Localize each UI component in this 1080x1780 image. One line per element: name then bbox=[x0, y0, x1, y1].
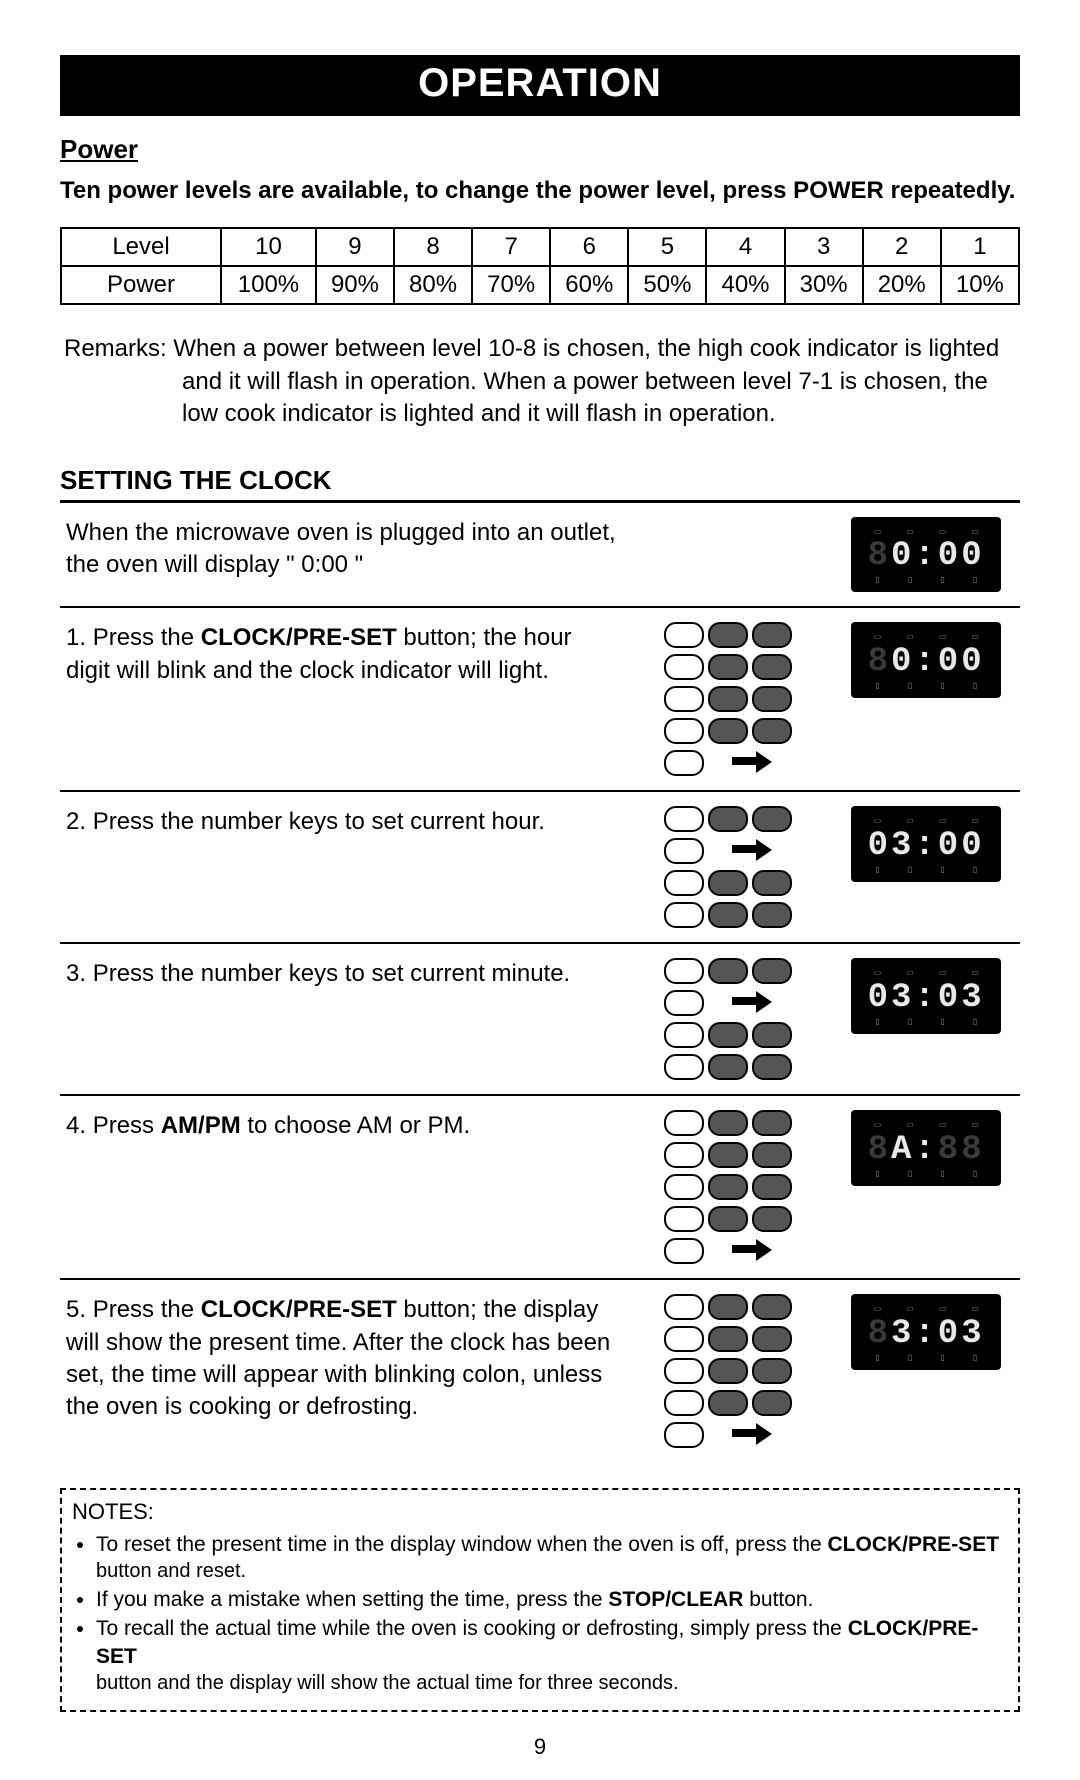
note-item: To reset the present time in the display… bbox=[96, 1531, 1008, 1584]
step-display: ▭▭▭▭ 80:00 ▯▯▯▯ bbox=[832, 607, 1020, 791]
clock-step-row: 2. Press the number keys to set current … bbox=[60, 791, 1020, 943]
step-text: 1. Press the CLOCK/PRE-SET button; the h… bbox=[60, 607, 623, 791]
lcd-display: ▭▭▭▭ 83:03 ▯▯▯▯ bbox=[851, 1294, 1001, 1370]
notes-box: NOTES: To reset the present time in the … bbox=[60, 1488, 1020, 1712]
lcd-display: ▭▭▭▭ 80:00 ▯▯▯▯ bbox=[851, 622, 1001, 698]
lcd-display: ▭▭▭▭ 03:03 ▯▯▯▯ bbox=[851, 958, 1001, 1034]
step-display: ▭▭▭▭ 03:00 ▯▯▯▯ bbox=[832, 791, 1020, 943]
arrow-icon bbox=[726, 990, 774, 1012]
keypad-icon bbox=[664, 622, 792, 776]
table-row: Level 10 9 8 7 6 5 4 3 2 1 bbox=[61, 228, 1019, 266]
power-intro: Ten power levels are available, to chang… bbox=[60, 175, 1020, 207]
clock-heading: SETTING THE CLOCK bbox=[60, 465, 1020, 503]
power-table: Level 10 9 8 7 6 5 4 3 2 1 Power 100% 90… bbox=[60, 227, 1020, 305]
clock-steps-table: When the microwave oven is plugged into … bbox=[60, 503, 1020, 1463]
note-item: If you make a mistake when setting the t… bbox=[96, 1586, 1008, 1613]
step-text: When the microwave oven is plugged into … bbox=[60, 503, 623, 608]
notes-title: NOTES: bbox=[72, 1498, 1008, 1527]
step-keypad bbox=[623, 791, 832, 943]
step-keypad bbox=[623, 943, 832, 1095]
step-text: 4. Press AM/PM to choose AM or PM. bbox=[60, 1095, 623, 1279]
step-display: ▭▭▭▭ 80:00 ▯▯▯▯ bbox=[832, 503, 1020, 608]
step-display: ▭▭▭▭ 83:03 ▯▯▯▯ bbox=[832, 1279, 1020, 1462]
keypad-icon bbox=[664, 1294, 792, 1448]
arrow-icon bbox=[726, 1238, 774, 1260]
lcd-display: ▭▭▭▭ 80:00 ▯▯▯▯ bbox=[851, 517, 1001, 593]
clock-step-row: 1. Press the CLOCK/PRE-SET button; the h… bbox=[60, 607, 1020, 791]
clock-step-row: When the microwave oven is plugged into … bbox=[60, 503, 1020, 608]
clock-step-row: 3. Press the number keys to set current … bbox=[60, 943, 1020, 1095]
step-keypad bbox=[623, 1095, 832, 1279]
arrow-icon bbox=[726, 1422, 774, 1444]
keypad-icon bbox=[664, 1110, 792, 1264]
step-text: 5. Press the CLOCK/PRE-SET button; the d… bbox=[60, 1279, 623, 1462]
arrow-icon bbox=[726, 750, 774, 772]
note-item: To recall the actual time while the oven… bbox=[96, 1615, 1008, 1696]
step-text: 2. Press the number keys to set current … bbox=[60, 791, 623, 943]
page-number: 9 bbox=[60, 1734, 1020, 1760]
clock-step-row: 5. Press the CLOCK/PRE-SET button; the d… bbox=[60, 1279, 1020, 1462]
remarks-text: Remarks: When a power between level 10-8… bbox=[60, 333, 1020, 430]
step-keypad bbox=[623, 1279, 832, 1462]
arrow-icon bbox=[726, 838, 774, 860]
table-row: Power 100% 90% 80% 70% 60% 50% 40% 30% 2… bbox=[61, 266, 1019, 304]
page-title: OPERATION bbox=[60, 55, 1020, 116]
power-heading: Power bbox=[60, 134, 1020, 165]
row-label-level: Level bbox=[61, 228, 221, 266]
step-keypad bbox=[623, 607, 832, 791]
step-display: ▭▭▭▭ 03:03 ▯▯▯▯ bbox=[832, 943, 1020, 1095]
lcd-display: ▭▭▭▭ 8A:88 ▯▯▯▯ bbox=[851, 1110, 1001, 1186]
lcd-display: ▭▭▭▭ 03:00 ▯▯▯▯ bbox=[851, 806, 1001, 882]
notes-list: To reset the present time in the display… bbox=[72, 1531, 1008, 1696]
step-keypad bbox=[623, 503, 832, 608]
keypad-icon bbox=[664, 958, 792, 1080]
clock-step-row: 4. Press AM/PM to choose AM or PM. ▭▭▭▭ … bbox=[60, 1095, 1020, 1279]
row-label-power: Power bbox=[61, 266, 221, 304]
keypad-icon bbox=[664, 806, 792, 928]
step-text: 3. Press the number keys to set current … bbox=[60, 943, 623, 1095]
step-display: ▭▭▭▭ 8A:88 ▯▯▯▯ bbox=[832, 1095, 1020, 1279]
